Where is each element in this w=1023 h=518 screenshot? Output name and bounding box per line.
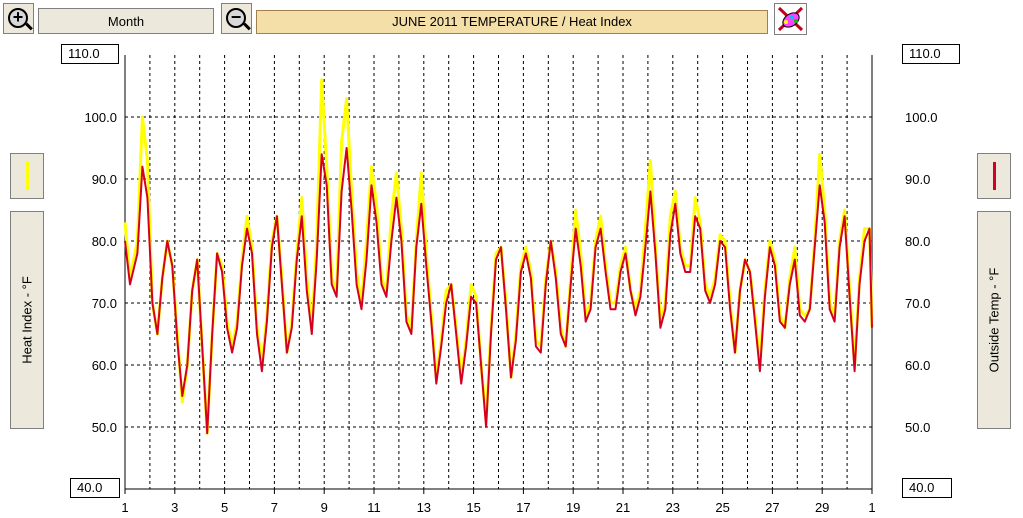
x-tick-label: 25 [715, 500, 729, 515]
heat-index-legend-line [26, 162, 29, 190]
y-max-left: 110.0 [61, 44, 119, 64]
x-tick-label: 15 [466, 500, 480, 515]
y-tick-label-left: 80.0 [92, 234, 117, 249]
y-min-left: 40.0 [70, 478, 120, 498]
y-tick-label-left: 70.0 [92, 296, 117, 311]
x-tick-label: 1 [121, 500, 128, 515]
y-tick-label-left: 60.0 [92, 358, 117, 373]
zoom-out-button[interactable]: − [221, 3, 252, 34]
chart-title: JUNE 2011 TEMPERATURE / Heat Index [256, 10, 768, 34]
y-tick-label-right: 70.0 [905, 296, 930, 311]
x-tick-label: 29 [815, 500, 829, 515]
x-tick-label: 5 [221, 500, 228, 515]
y-min-right: 40.0 [902, 478, 952, 498]
outside-temp-legend-line [993, 162, 996, 190]
y-tick-label-right: 90.0 [905, 172, 930, 187]
y-tick-label-left: 90.0 [92, 172, 117, 187]
x-tick-label: 17 [516, 500, 530, 515]
y-tick-label-left: 100.0 [84, 110, 117, 125]
right-axis-label-box: Outside Temp - °F [977, 211, 1011, 429]
magnifier-plus-icon [8, 8, 28, 28]
x-tick-label: 23 [666, 500, 680, 515]
heat-index-legend-swatch[interactable] [10, 153, 44, 199]
y-max-right: 110.0 [902, 44, 960, 64]
x-tick-label: 3 [171, 500, 178, 515]
zoom-in-button[interactable]: + [3, 3, 34, 34]
x-tick-label: 13 [417, 500, 431, 515]
left-axis-label-box: Heat Index - °F [10, 211, 44, 429]
range-select[interactable]: Month [38, 8, 214, 34]
x-tick-label: 7 [271, 500, 278, 515]
y-tick-label-right: 60.0 [905, 358, 930, 373]
x-tick-label: 19 [566, 500, 580, 515]
magnifier-minus-icon [226, 8, 246, 28]
outside-temp-series-line [124, 147, 873, 435]
y-tick-label-left: 50.0 [92, 420, 117, 435]
color-palette-icon [777, 6, 804, 32]
y-tick-label-right: 100.0 [905, 110, 938, 125]
outside-temp-legend-swatch[interactable] [977, 153, 1011, 199]
x-tick-label: 21 [616, 500, 630, 515]
x-tick-label: 11 [367, 500, 381, 515]
y-tick-label-right: 80.0 [905, 234, 930, 249]
y-tick-label-right: 50.0 [905, 420, 930, 435]
x-tick-label: 9 [321, 500, 328, 515]
palette-button[interactable] [774, 3, 807, 35]
x-tick-label: 1 [868, 500, 875, 515]
x-tick-label: 27 [765, 500, 779, 515]
